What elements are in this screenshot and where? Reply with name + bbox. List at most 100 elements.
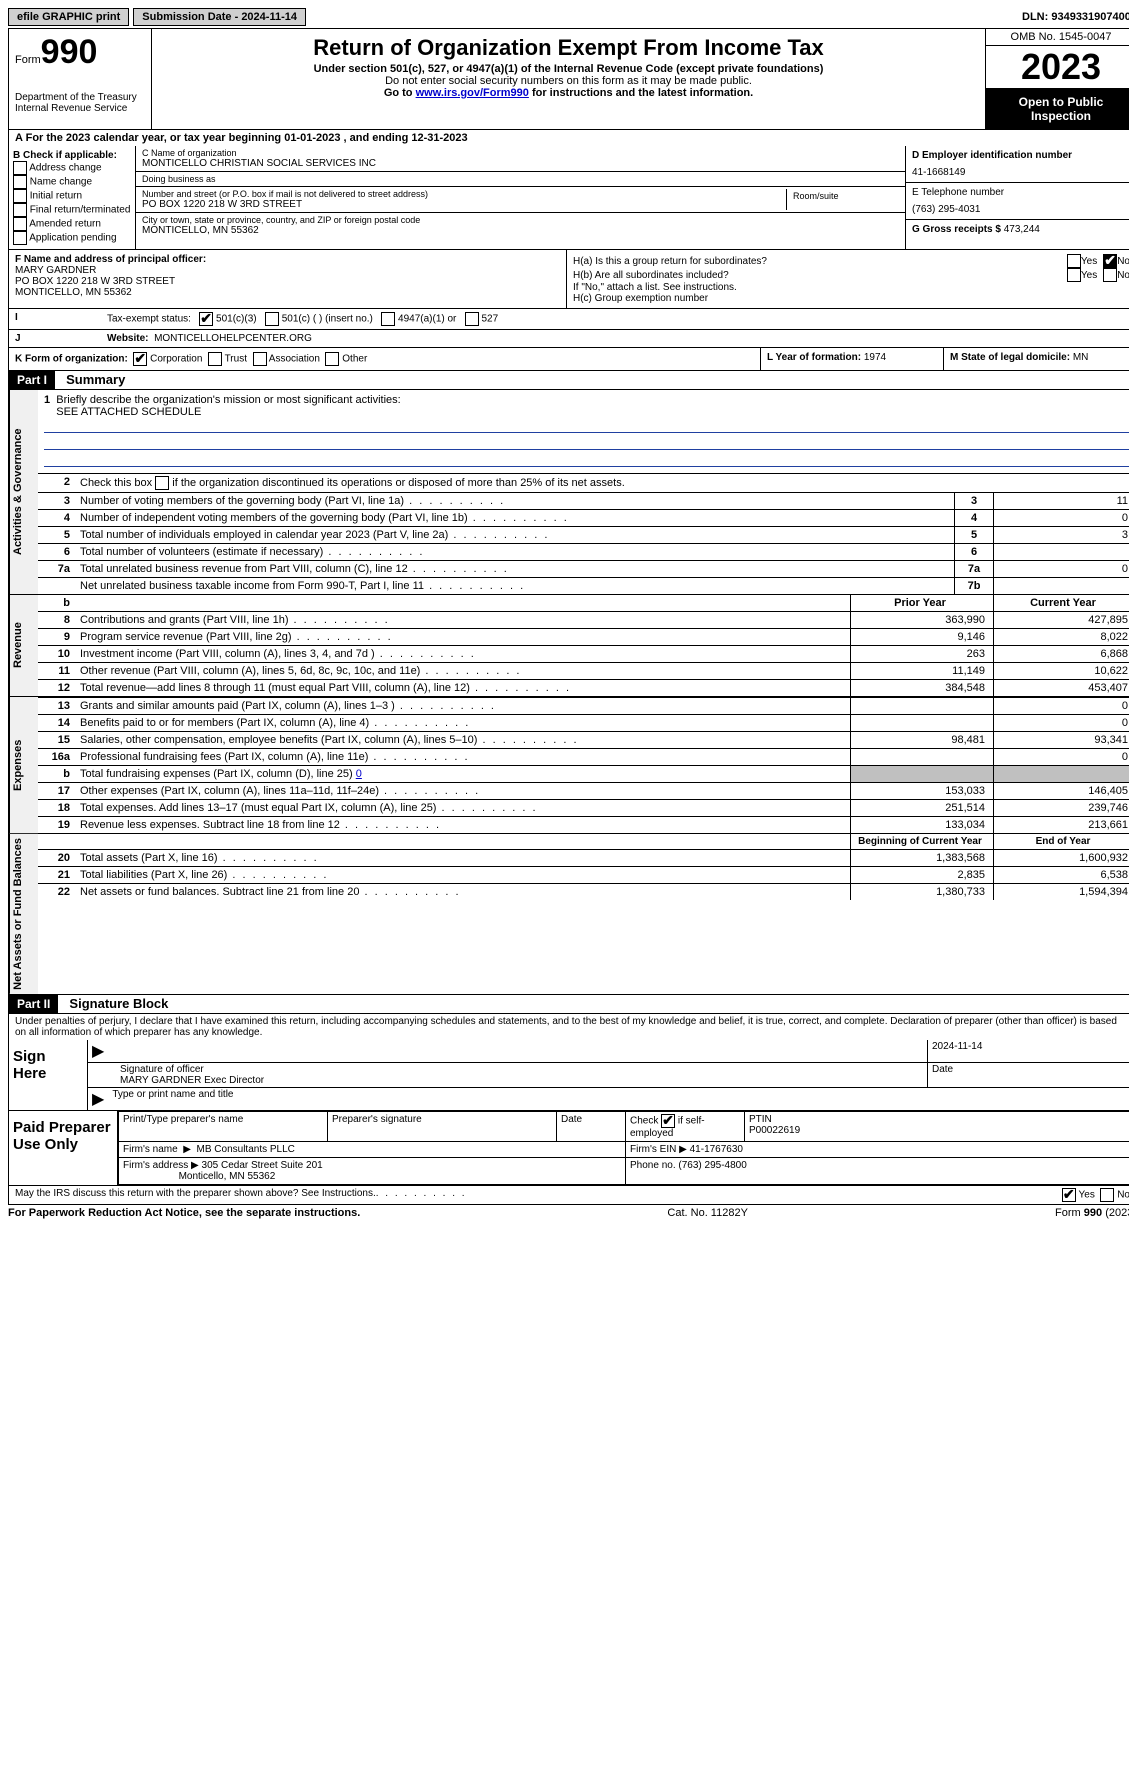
- revenue-table: b Prior Year Current Year 8Contributions…: [38, 595, 1129, 696]
- table-row: Beginning of Current Year End of Year: [38, 834, 1129, 850]
- checkbox-address-change[interactable]: Address change: [13, 161, 131, 175]
- table-row: 13Grants and similar amounts paid (Part …: [38, 698, 1129, 715]
- i-text: Tax-exempt status:: [107, 314, 191, 325]
- check-self-employed[interactable]: [661, 1114, 675, 1128]
- checkbox-final-return[interactable]: Final return/terminated: [13, 203, 131, 217]
- part-1-title: Summary: [58, 370, 133, 389]
- top-bar: efile GRAPHIC print Submission Date - 20…: [8, 8, 1129, 26]
- check-501c[interactable]: [265, 312, 279, 326]
- checkbox-amended-return[interactable]: Amended return: [13, 217, 131, 231]
- discuss-row: May the IRS discuss this return with the…: [9, 1185, 1129, 1204]
- check-corporation[interactable]: [133, 352, 147, 366]
- org-name-label: C Name of organization: [142, 148, 899, 158]
- table-row: 22Net assets or fund balances. Subtract …: [38, 884, 1129, 901]
- check-501c3[interactable]: [199, 312, 213, 326]
- side-expenses: Expenses: [9, 697, 38, 833]
- check-association[interactable]: [253, 352, 267, 366]
- j-label: J: [9, 330, 101, 347]
- firm-ein: 41-1767630: [690, 1144, 743, 1155]
- city-value: MONTICELLO, MN 55362: [142, 225, 899, 236]
- m-label: M State of legal domicile:: [950, 352, 1070, 363]
- officer-name: MARY GARDNER: [15, 265, 560, 276]
- table-row: 5Total number of individuals employed in…: [38, 527, 1129, 544]
- table-row: 15Salaries, other compensation, employee…: [38, 732, 1129, 749]
- discuss-text: May the IRS discuss this return with the…: [15, 1188, 376, 1202]
- firm-addr1: 305 Cedar Street Suite 201: [202, 1160, 323, 1171]
- check-other[interactable]: [325, 352, 339, 366]
- table-row: Firm's address ▶ 305 Cedar Street Suite …: [119, 1157, 1129, 1184]
- hb-yes[interactable]: [1067, 268, 1081, 282]
- sign-here-label: Sign Here: [9, 1040, 88, 1110]
- submission-date: Submission Date - 2024-11-14: [133, 8, 306, 26]
- table-row: Firm's name ▶ MB Consultants PLLC Firm's…: [119, 1141, 1129, 1157]
- hb-note: If "No," attach a list. See instructions…: [573, 282, 1129, 293]
- gross-value: 473,244: [1004, 224, 1040, 235]
- table-row: 8Contributions and grants (Part VIII, li…: [38, 612, 1129, 629]
- box-h: H(a) Is this a group return for subordin…: [567, 250, 1129, 308]
- ein-value: 41-1668149: [912, 161, 1129, 178]
- line1-label: Briefly describe the organization's miss…: [56, 394, 400, 406]
- open-to-public: Open to Public Inspection: [986, 89, 1129, 129]
- table-row: 3Number of voting members of the governi…: [38, 493, 1129, 510]
- street-label: Number and street (or P.O. box if mail i…: [142, 189, 786, 199]
- dba-label: Doing business as: [142, 174, 899, 184]
- irs-link[interactable]: www.irs.gov/Form990: [416, 87, 529, 99]
- type-print-label: Type or print name and title: [108, 1088, 1129, 1110]
- discuss-no[interactable]: [1100, 1188, 1114, 1202]
- check-527[interactable]: [465, 312, 479, 326]
- m-value: MN: [1073, 352, 1089, 363]
- firm-addr-label: Firm's address: [123, 1160, 188, 1171]
- col-begin: Beginning of Current Year: [851, 834, 994, 850]
- table-row: 16aProfessional fundraising fees (Part I…: [38, 749, 1129, 766]
- city-label: City or town, state or province, country…: [142, 215, 899, 225]
- discuss-yes[interactable]: [1062, 1188, 1076, 1202]
- side-revenue: Revenue: [9, 595, 38, 696]
- efile-print-button[interactable]: efile GRAPHIC print: [8, 8, 129, 26]
- ha-yes[interactable]: [1067, 254, 1081, 268]
- website-value: MONTICELLOHELPCENTER.ORG: [154, 333, 312, 344]
- part-2-title: Signature Block: [61, 994, 176, 1013]
- ha-no[interactable]: [1103, 254, 1117, 268]
- col-current: Current Year: [994, 595, 1129, 612]
- part-2-header: Part II Signature Block: [8, 995, 1129, 1013]
- self-employed: Check if self-employed: [626, 1111, 745, 1141]
- box-c: C Name of organization MONTICELLO CHRIST…: [136, 146, 905, 249]
- checkbox-name-change[interactable]: Name change: [13, 175, 131, 189]
- k-label: K Form of organization:: [15, 354, 128, 365]
- cat-no: Cat. No. 11282Y: [360, 1207, 1055, 1219]
- street-value: PO BOX 1220 218 W 3RD STREET: [142, 199, 786, 210]
- side-governance: Activities & Governance: [9, 390, 38, 594]
- check-4947[interactable]: [381, 312, 395, 326]
- check-trust[interactable]: [208, 352, 222, 366]
- omb-number: OMB No. 1545-0047: [986, 29, 1129, 46]
- hb-no[interactable]: [1103, 268, 1117, 282]
- table-row: 6Total number of volunteers (estimate if…: [38, 544, 1129, 561]
- governance-table: 2 Check this box if the organization dis…: [38, 473, 1129, 594]
- room-suite: Room/suite: [786, 189, 899, 210]
- officer-sig-name: MARY GARDNER Exec Director: [120, 1075, 264, 1086]
- firm-addr2: Monticello, MN 55362: [179, 1171, 276, 1182]
- table-row: 21Total liabilities (Part X, line 26)2,8…: [38, 867, 1129, 884]
- section-governance: Activities & Governance 1 Briefly descri…: [8, 390, 1129, 595]
- line2-text: Check this box if the organization disco…: [80, 477, 625, 489]
- prep-date-label: Date: [557, 1111, 626, 1141]
- penalties-text: Under penalties of perjury, I declare th…: [8, 1013, 1129, 1040]
- line-a: A For the 2023 calendar year, or tax yea…: [8, 130, 1129, 146]
- table-row: 14Benefits paid to or for members (Part …: [38, 715, 1129, 732]
- firm-name-label: Firm's name: [123, 1144, 178, 1155]
- header-center: Return of Organization Exempt From Incom…: [152, 29, 985, 129]
- section-expenses: Expenses 13Grants and similar amounts pa…: [8, 697, 1129, 834]
- header-left: Form990 Department of the Treasury Inter…: [9, 29, 152, 129]
- check-discontinued[interactable]: [155, 476, 169, 490]
- part-2-label: Part II: [9, 995, 58, 1013]
- box-d: D Employer identification number 41-1668…: [905, 146, 1129, 249]
- checkbox-initial-return[interactable]: Initial return: [13, 189, 131, 203]
- table-row: 7aTotal unrelated business revenue from …: [38, 561, 1129, 578]
- row-klm: K Form of organization: Corporation Trus…: [8, 348, 1129, 371]
- ha-label: H(a) Is this a group return for subordin…: [573, 256, 1067, 267]
- checkbox-application-pending[interactable]: Application pending: [13, 231, 131, 245]
- firm-name: MB Consultants PLLC: [197, 1144, 295, 1155]
- prep-phone-label: Phone no.: [630, 1160, 676, 1171]
- box-f: F Name and address of principal officer:…: [9, 250, 567, 308]
- col-prior: Prior Year: [851, 595, 994, 612]
